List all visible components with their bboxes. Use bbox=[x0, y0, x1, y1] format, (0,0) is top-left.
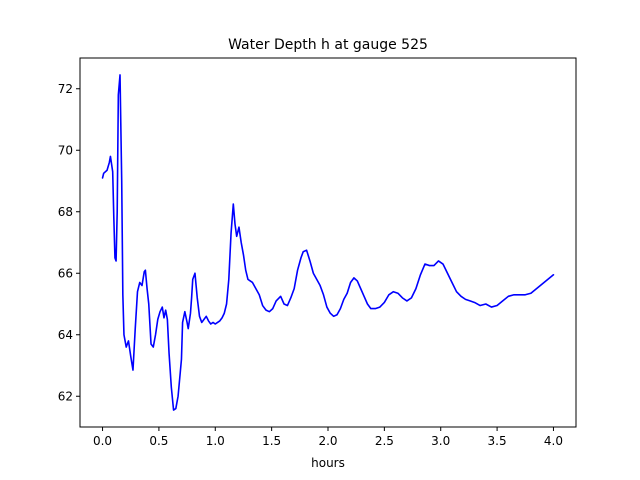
x-tick-label: 0.5 bbox=[149, 434, 168, 448]
x-tick-label: 0.0 bbox=[93, 434, 112, 448]
x-tick-label: 3.5 bbox=[488, 434, 507, 448]
x-tick-label: 1.5 bbox=[262, 434, 281, 448]
y-tick-label: 66 bbox=[58, 266, 73, 280]
x-tick-label: 4.0 bbox=[544, 434, 563, 448]
y-tick-label: 70 bbox=[58, 143, 73, 157]
y-tick-label: 72 bbox=[58, 82, 73, 96]
chart-title: Water Depth h at gauge 525 bbox=[228, 37, 428, 53]
x-tick-label: 2.0 bbox=[318, 434, 337, 448]
y-axis: 62 64 66 68 70 72 bbox=[58, 82, 80, 403]
x-tick-label: 3.0 bbox=[431, 434, 450, 448]
y-tick-label: 68 bbox=[58, 205, 73, 219]
y-tick-label: 62 bbox=[58, 389, 73, 403]
x-axis: 0.0 0.5 1.0 1.5 2.0 2.5 3.0 3.5 4.0 bbox=[93, 427, 563, 448]
y-tick-label: 64 bbox=[58, 328, 73, 342]
series-line-0 bbox=[101, 74, 555, 411]
x-tick-label: 2.5 bbox=[375, 434, 394, 448]
plot-area bbox=[101, 74, 555, 411]
x-tick-label: 1.0 bbox=[206, 434, 225, 448]
x-axis-label: hours bbox=[311, 456, 345, 470]
